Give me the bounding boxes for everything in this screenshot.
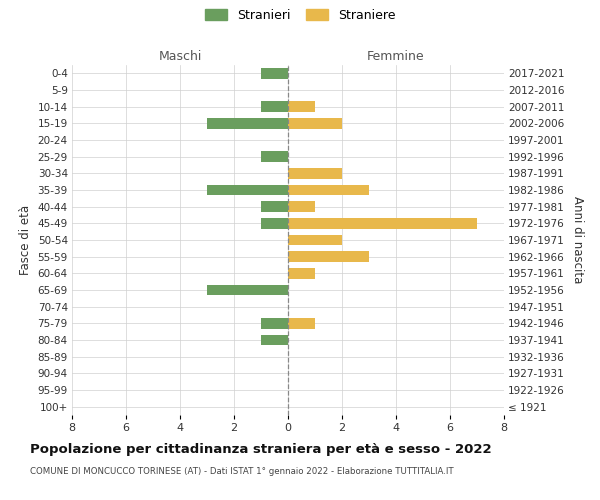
Bar xyxy=(207,118,288,128)
Text: Femmine: Femmine xyxy=(367,50,425,62)
Bar xyxy=(288,168,342,179)
Legend: Stranieri, Straniere: Stranieri, Straniere xyxy=(205,8,395,22)
Text: Maschi: Maschi xyxy=(158,50,202,62)
Y-axis label: Anni di nascita: Anni di nascita xyxy=(571,196,584,284)
Bar xyxy=(288,201,315,212)
Bar xyxy=(288,118,342,128)
Bar xyxy=(261,68,288,78)
Y-axis label: Fasce di età: Fasce di età xyxy=(19,205,32,275)
Bar xyxy=(207,284,288,296)
Bar xyxy=(261,151,288,162)
Bar xyxy=(261,318,288,329)
Bar xyxy=(207,184,288,196)
Bar xyxy=(288,251,369,262)
Bar xyxy=(261,334,288,345)
Bar xyxy=(288,268,315,279)
Bar xyxy=(288,218,477,229)
Bar xyxy=(261,218,288,229)
Bar xyxy=(261,101,288,112)
Bar xyxy=(288,318,315,329)
Bar xyxy=(261,201,288,212)
Text: COMUNE DI MONCUCCO TORINESE (AT) - Dati ISTAT 1° gennaio 2022 - Elaborazione TUT: COMUNE DI MONCUCCO TORINESE (AT) - Dati … xyxy=(30,468,454,476)
Text: Popolazione per cittadinanza straniera per età e sesso - 2022: Popolazione per cittadinanza straniera p… xyxy=(30,442,491,456)
Bar xyxy=(288,101,315,112)
Bar xyxy=(288,234,342,246)
Bar xyxy=(288,184,369,196)
